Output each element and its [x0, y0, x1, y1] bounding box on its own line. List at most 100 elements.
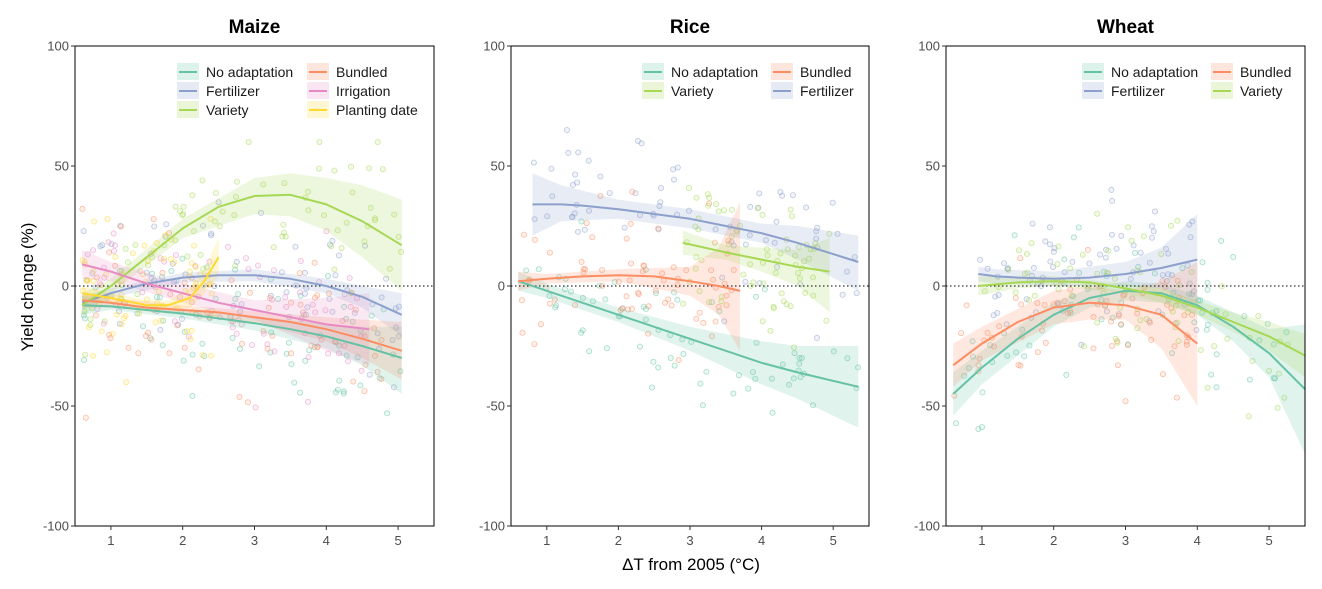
data-point [242, 255, 249, 262]
data-point [208, 352, 215, 359]
data-point [122, 245, 129, 252]
data-point [961, 372, 968, 379]
data-point [715, 303, 722, 310]
data-point [157, 326, 164, 333]
data-point [747, 282, 754, 289]
data-point [718, 298, 725, 305]
data-point [139, 323, 146, 330]
data-point [712, 226, 719, 233]
data-point [650, 358, 657, 365]
data-point [705, 202, 712, 209]
data-point [1084, 246, 1091, 253]
x-tick-label: 2 [1050, 533, 1057, 548]
data-point [341, 342, 348, 349]
data-point [172, 203, 179, 210]
data-point [1246, 376, 1253, 383]
x-tick-label: 1 [978, 533, 985, 548]
data-point [314, 344, 321, 351]
data-point [332, 272, 339, 279]
data-point [1137, 317, 1144, 324]
data-point [195, 366, 202, 373]
data-point [1015, 361, 1022, 368]
data-point [187, 336, 194, 343]
data-point [368, 312, 375, 319]
data-point [121, 315, 128, 322]
data-point [623, 293, 630, 300]
data-point [1026, 342, 1033, 349]
data-point [1034, 299, 1041, 306]
data-point [159, 269, 166, 276]
data-point [338, 244, 345, 251]
data-point [304, 398, 311, 405]
data-point [191, 242, 198, 249]
data-point [180, 203, 187, 210]
data-point [530, 159, 537, 166]
data-point [254, 262, 261, 269]
data-point [283, 350, 290, 357]
data-point [579, 294, 586, 301]
data-point [851, 254, 858, 261]
data-point [341, 303, 348, 310]
x-tick-label: 3 [686, 533, 693, 548]
data-point [829, 199, 836, 206]
data-point [1185, 308, 1192, 315]
data-point [171, 318, 178, 325]
data-point [358, 367, 365, 374]
data-point [791, 350, 798, 357]
legend-label: Fertilizer [206, 83, 260, 99]
data-point [282, 233, 289, 240]
data-point [150, 216, 157, 223]
data-point [1047, 258, 1054, 265]
data-point [680, 300, 687, 307]
data-point [1152, 208, 1159, 215]
data-point [244, 399, 251, 406]
data-point [546, 292, 553, 299]
data-point [335, 350, 342, 357]
data-point [354, 354, 361, 361]
data-point [1134, 325, 1141, 332]
data-point [759, 211, 766, 218]
data-point [90, 278, 97, 285]
legend-item-no-adaptation: No adaptation [642, 63, 758, 80]
data-point [162, 232, 169, 239]
data-point [810, 402, 817, 409]
data-point [158, 317, 165, 324]
data-point [229, 324, 236, 331]
data-point [548, 165, 555, 172]
data-point [1218, 237, 1225, 244]
data-point [535, 266, 542, 273]
data-point [206, 258, 213, 265]
data-point [546, 249, 553, 256]
data-point [325, 290, 332, 297]
fit-line-fertilizer [978, 258, 1198, 280]
data-point [826, 230, 833, 237]
data-point [597, 173, 604, 180]
legend-item-planting-date: Planting date [307, 101, 418, 118]
data-point [813, 235, 820, 242]
data-point [1108, 318, 1115, 325]
data-point [1067, 265, 1074, 272]
data-point [569, 181, 576, 188]
data-point [1204, 279, 1211, 286]
ci-ribbon-irrigation [82, 250, 370, 366]
data-point [1055, 286, 1062, 293]
data-point [374, 138, 381, 145]
data-point [283, 289, 290, 296]
data-point [575, 149, 582, 156]
data-point [686, 207, 693, 214]
ci-ribbon-bundled [82, 293, 402, 380]
data-point [615, 278, 622, 285]
data-point [91, 218, 98, 225]
data-point [389, 337, 396, 344]
data-point [1164, 301, 1171, 308]
data-point [695, 226, 702, 233]
data-point [94, 274, 101, 281]
data-point [1270, 341, 1277, 348]
data-point [288, 350, 295, 357]
data-point [235, 291, 242, 298]
data-point [1146, 319, 1153, 326]
data-point [1011, 232, 1018, 239]
x-tick-label: 2 [179, 533, 186, 548]
data-point [134, 291, 141, 298]
data-point [719, 274, 726, 281]
